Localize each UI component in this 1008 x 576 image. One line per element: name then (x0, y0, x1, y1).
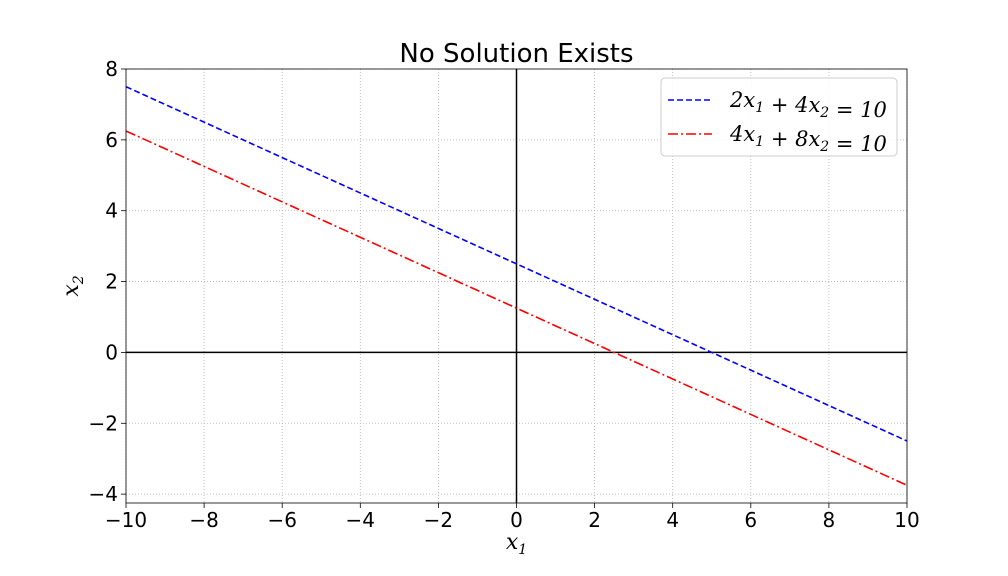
x-axis-label: x1 (506, 530, 527, 558)
y-tick-label: 6 (105, 128, 118, 152)
x-tick-label: 10 (894, 508, 919, 532)
y-tick-label: −2 (89, 411, 118, 435)
legend-label-2: 4x1 + 8x2 = 10 (729, 122, 887, 156)
y-tick-label: 4 (105, 199, 118, 223)
x-tick-label: −8 (189, 508, 218, 532)
y-tick-label: −4 (89, 482, 118, 506)
series-lines (125, 85, 908, 487)
x-tick-label: −4 (346, 508, 375, 532)
x-ticks: −10 −8 −6 −4 −2 0 2 4 6 8 10 (105, 503, 920, 532)
legend-label-1: 2x1 + 4x2 = 10 (729, 88, 887, 122)
chart-title: No Solution Exists (399, 39, 633, 69)
series-line-2 (125, 130, 908, 487)
x-tick-label: 0 (510, 508, 523, 532)
x-tick-label: −2 (424, 508, 453, 532)
x-tick-label: 4 (666, 508, 679, 532)
legend-box (660, 77, 898, 157)
x-tick-label: 6 (744, 508, 757, 532)
series-line-1 (125, 85, 908, 442)
x-tick-label: −6 (267, 508, 296, 532)
y-axis-label: x2 (59, 275, 87, 296)
y-tick-label: 0 (105, 340, 118, 364)
y-ticks: −4 −2 0 2 4 6 8 (89, 57, 126, 506)
y-tick-label: 8 (105, 57, 118, 81)
x-tick-label: 8 (823, 508, 836, 532)
zero-axes (126, 69, 907, 503)
x-tick-label: 2 (588, 508, 601, 532)
x-tick-label: −10 (105, 508, 147, 532)
y-tick-label: 2 (105, 270, 118, 294)
